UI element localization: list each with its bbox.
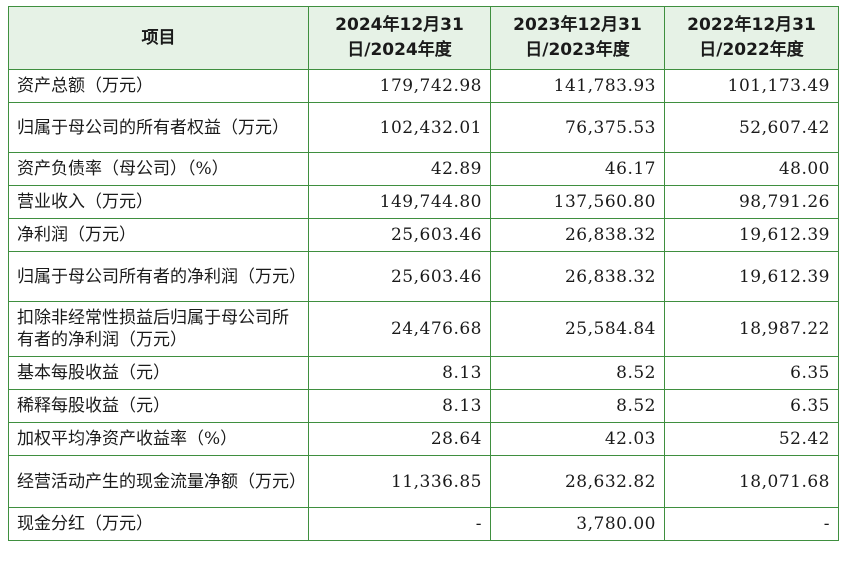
value-2024: 179,742.98 (308, 69, 491, 103)
value-2022: 48.00 (664, 152, 839, 186)
table-row: 现金分红（万元） -3,780.00- (8, 507, 839, 541)
table-row: 扣除非经常性损益后归属于母公司所有者的净利润（万元） 24,476.68 25,58… (8, 301, 839, 357)
value-2022: 18,071.68 (664, 455, 839, 508)
value-2023: 137,560.80 (490, 185, 665, 219)
table-row: 净利润（万元） 25,603.46 26,838.32 19,612.39 (8, 218, 839, 252)
header-2022: 2022年12月31日/2022年度 (664, 6, 839, 70)
header-item: 项目 (8, 6, 309, 70)
header-2024: 2024年12月31日/2024年度 (308, 6, 491, 70)
value-2022: 6.35 (664, 356, 839, 390)
row-label: 加权平均净资产收益率（%） (8, 422, 309, 456)
row-label: 扣除非经常性损益后归属于母公司所有者的净利润（万元） (8, 301, 309, 357)
value-2023: 46.17 (490, 152, 665, 186)
value-2023: 8.52 (490, 356, 665, 390)
row-label: 资产负债率（母公司）（%） (8, 152, 309, 186)
value-2024: 28.64 (308, 422, 491, 456)
row-label: 归属于母公司所有者的净利润（万元） (8, 251, 309, 302)
value-2022: 101,173.49 (664, 69, 839, 103)
value-2022: - (664, 507, 839, 541)
value-2023: 76,375.53 (490, 102, 665, 153)
value-2022: 19,612.39 (664, 218, 839, 252)
table-body: 资产总额（万元） 179,742.98 141,783.93 101,173.49 归属… (8, 69, 839, 541)
value-2022: 18,987.22 (664, 301, 839, 357)
value-2022: 6.35 (664, 389, 839, 423)
table-row: 稀释每股收益（元） 8.13 8.52 6.35 (8, 389, 839, 423)
value-2022: 19,612.39 (664, 251, 839, 302)
value-2023: 3,780.00 (490, 507, 665, 541)
value-2023: 25,584.84 (490, 301, 665, 357)
row-label: 净利润（万元） (8, 218, 309, 252)
row-label: 归属于母公司的所有者权益（万元） (8, 102, 309, 153)
table-row: 加权平均净资产收益率（%） 28.64 42.03 52.42 (8, 422, 839, 456)
value-2024: - (308, 507, 491, 541)
value-2023: 28,632.82 (490, 455, 665, 508)
value-2022: 52,607.42 (664, 102, 839, 153)
value-2024: 8.13 (308, 356, 491, 390)
value-2022: 98,791.26 (664, 185, 839, 219)
value-2024: 42.89 (308, 152, 491, 186)
row-label: 资产总额（万元） (8, 69, 309, 103)
value-2023: 26,838.32 (490, 251, 665, 302)
table-row: 归属于母公司的所有者权益（万元） 102,432.01 76,375.53 52,60… (8, 102, 839, 153)
value-2023: 8.52 (490, 389, 665, 423)
financial-summary-table: 项目 2024年12月31日/2024年度 2023年12月31日/2023年度… (8, 6, 839, 541)
table-row: 归属于母公司所有者的净利润（万元） 25,603.46 26,838.32 19,61… (8, 251, 839, 302)
value-2024: 8.13 (308, 389, 491, 423)
row-label: 现金分红（万元） (8, 507, 309, 541)
value-2024: 11,336.85 (308, 455, 491, 508)
table-row: 资产负债率（母公司）（%） 42.89 46.17 48.00 (8, 152, 839, 186)
value-2024: 24,476.68 (308, 301, 491, 357)
row-label: 稀释每股收益（元） (8, 389, 309, 423)
row-label: 营业收入（万元） (8, 185, 309, 219)
table-row: 经营活动产生的现金流量净额（万元） 11,336.85 28,632.82 18,07… (8, 455, 839, 508)
value-2023: 42.03 (490, 422, 665, 456)
table-row: 基本每股收益（元） 8.13 8.52 6.35 (8, 356, 839, 390)
value-2022: 52.42 (664, 422, 839, 456)
value-2024: 25,603.46 (308, 218, 491, 252)
row-label: 经营活动产生的现金流量净额（万元） (8, 455, 309, 508)
value-2024: 102,432.01 (308, 102, 491, 153)
table-row: 营业收入（万元） 149,744.80 137,560.80 98,791.26 (8, 185, 839, 219)
row-label: 基本每股收益（元） (8, 356, 309, 390)
header-2023: 2023年12月31日/2023年度 (490, 6, 665, 70)
value-2024: 149,744.80 (308, 185, 491, 219)
table-row: 资产总额（万元） 179,742.98 141,783.93 101,173.49 (8, 69, 839, 103)
value-2024: 25,603.46 (308, 251, 491, 302)
value-2023: 26,838.32 (490, 218, 665, 252)
value-2023: 141,783.93 (490, 69, 665, 103)
table-header-row: 项目 2024年12月31日/2024年度 2023年12月31日/2023年度… (8, 6, 839, 70)
